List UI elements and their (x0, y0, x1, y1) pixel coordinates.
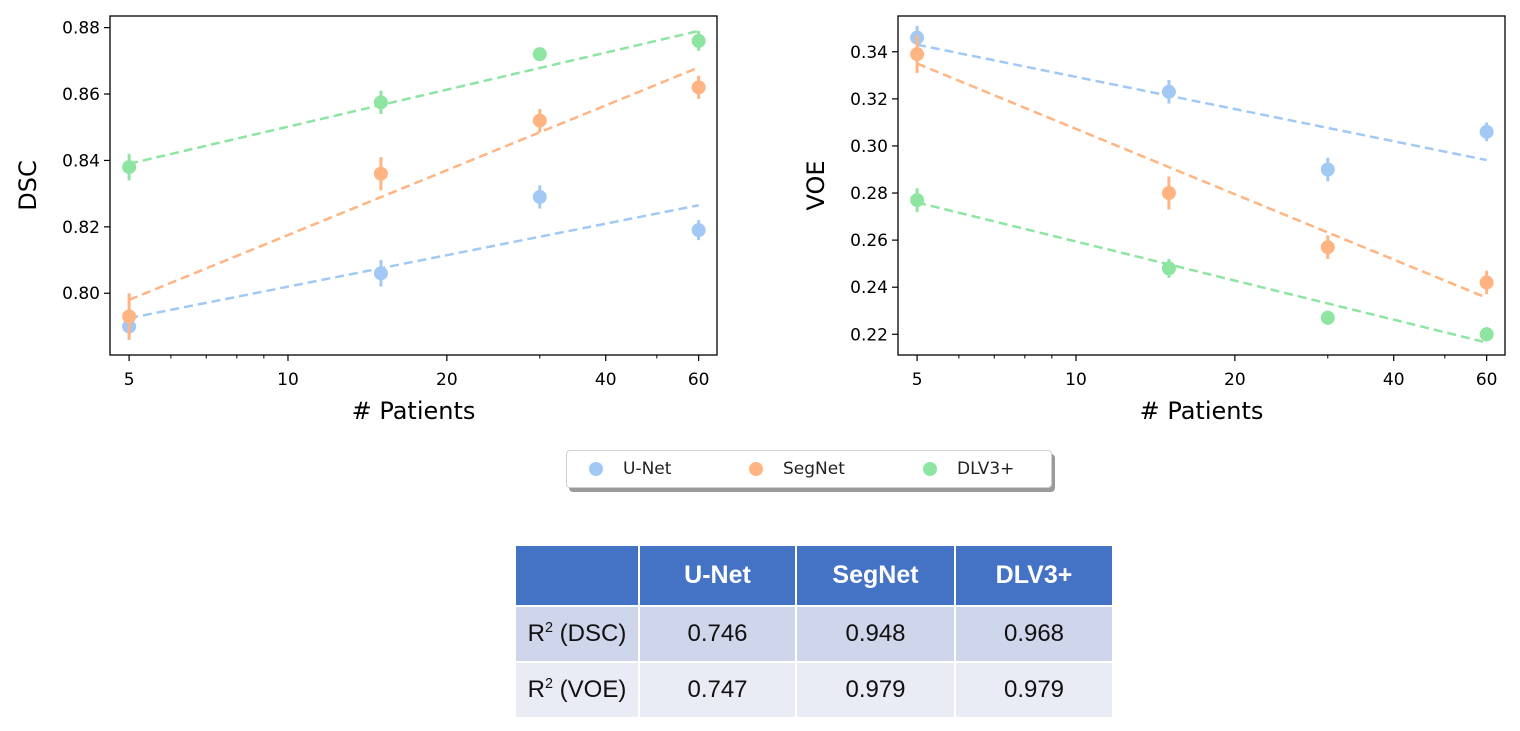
r2-superscript: 2 (545, 620, 554, 636)
table-header-cell: SegNet (795, 544, 956, 607)
chart-voe: 5 10 20 40 60 0.22 0.24 0.26 0.28 0.30 0.32 0.34 # P… (802, 15, 1506, 425)
x-axis-label: # Patients (352, 397, 476, 425)
data-point-segnet (1161, 186, 1176, 201)
table-cell: 0.746 (638, 605, 797, 663)
data-point-dlv3 (1479, 327, 1494, 342)
x-tick-label: 60 (1476, 370, 1498, 390)
table-row: R2 (VOE) 0.747 0.979 0.979 (514, 661, 1114, 719)
fit-line-segnet (916, 62, 1488, 299)
data-point-unet (1161, 84, 1176, 99)
table-cell: 0.948 (795, 605, 956, 663)
fit-line-dlv3 (128, 29, 699, 165)
legend-item-dlv3: DLV3+ (923, 451, 1014, 487)
y-tick-label: 0.86 (62, 85, 100, 105)
y-tick-label: 0.82 (62, 218, 100, 238)
data-point-dlv3 (1161, 261, 1176, 276)
x-tick-label: 40 (1383, 370, 1405, 390)
y-tick-label: 0.28 (850, 184, 888, 204)
legend-label-unet: U-Net (623, 459, 672, 479)
x-tick-label: 5 (124, 370, 135, 390)
table-cell: 0.979 (954, 661, 1114, 719)
y-axis-label: DSC (14, 160, 42, 210)
table-header-cell (514, 544, 640, 607)
fit-line-segnet (128, 66, 700, 302)
x-tick-label: 40 (595, 370, 617, 390)
x-tick-label: 20 (436, 370, 458, 390)
legend-marker-unet (589, 462, 603, 476)
table-header-row: U-Net SegNet DLV3+ (514, 544, 1114, 607)
y-tick-label: 0.32 (850, 90, 888, 110)
legend-item-segnet: SegNet (749, 451, 845, 487)
legend-item-unet: U-Net (589, 451, 671, 487)
y-tick-label: 0.34 (850, 43, 888, 63)
data-point-segnet (122, 309, 137, 324)
y-axis-label: VOE (802, 160, 830, 210)
table-header-cell: U-Net (638, 544, 797, 607)
y-tick-label: 0.80 (62, 284, 100, 304)
table-row: R2 (DSC) 0.746 0.948 0.968 (514, 605, 1114, 663)
legend-label-dlv3: DLV3+ (957, 459, 1015, 479)
data-point-segnet (1479, 275, 1494, 290)
data-point-segnet (910, 47, 925, 62)
data-point-segnet (1320, 240, 1335, 255)
data-point-dlv3 (691, 33, 706, 48)
data-point-dlv3 (373, 95, 388, 110)
fit-line-dlv3 (916, 201, 1487, 344)
r2-metric: (VOE) (553, 676, 627, 703)
legend-label-segnet: SegNet (783, 459, 845, 479)
x-tick-label: 60 (688, 370, 710, 390)
y-tick-label: 0.30 (850, 137, 888, 157)
y-tick-label: 0.22 (850, 325, 888, 345)
y-tick-label: 0.24 (850, 278, 888, 298)
data-point-dlv3 (532, 47, 547, 62)
r2-table: U-Net SegNet DLV3+ R2 (DSC) 0.746 0.948 … (514, 544, 1114, 719)
data-point-segnet (373, 166, 388, 181)
table-row-label: R2 (DSC) (514, 605, 640, 663)
legend: U-Net SegNet DLV3+ (566, 450, 1052, 488)
legend-marker-segnet (749, 462, 763, 476)
legend-marker-dlv3 (923, 462, 937, 476)
plot-frame (897, 15, 1506, 356)
data-point-unet (1479, 124, 1494, 139)
data-point-unet (1320, 162, 1335, 177)
fit-line-unet (128, 204, 699, 320)
r2-symbol: R (527, 620, 545, 647)
data-point-dlv3 (910, 193, 925, 208)
r2-metric: (DSC) (553, 620, 627, 647)
table-cell: 0.968 (954, 605, 1114, 663)
charts-canvas: 5 10 20 40 60 0.80 0.82 0.84 0.86 0.88 # Patients D… (14, 15, 1506, 425)
x-tick-label: 10 (277, 370, 299, 390)
data-point-segnet (532, 113, 547, 128)
plot-frame (109, 15, 718, 356)
y-tick-label: 0.26 (850, 231, 888, 251)
fit-line-unet (916, 43, 1487, 162)
table-cell: 0.747 (638, 661, 797, 719)
x-axis-label: # Patients (1140, 397, 1264, 425)
data-point-dlv3 (1320, 310, 1335, 325)
data-point-unet (691, 223, 706, 238)
data-point-unet (532, 189, 547, 204)
data-point-unet (373, 266, 388, 281)
table-row-label: R2 (VOE) (514, 661, 640, 719)
chart-dsc: 5 10 20 40 60 0.80 0.82 0.84 0.86 0.88 # Patients D… (14, 15, 718, 425)
r2-symbol: R (527, 676, 545, 703)
y-tick-label: 0.84 (62, 151, 100, 171)
x-tick-label: 5 (912, 370, 923, 390)
table-cell: 0.979 (795, 661, 956, 719)
r2-superscript: 2 (544, 676, 553, 692)
y-tick-label: 0.88 (62, 19, 100, 39)
table-header-cell: DLV3+ (954, 544, 1114, 607)
data-point-segnet (691, 80, 706, 95)
data-point-dlv3 (122, 160, 137, 175)
x-tick-label: 10 (1065, 370, 1087, 390)
x-tick-label: 20 (1224, 370, 1246, 390)
